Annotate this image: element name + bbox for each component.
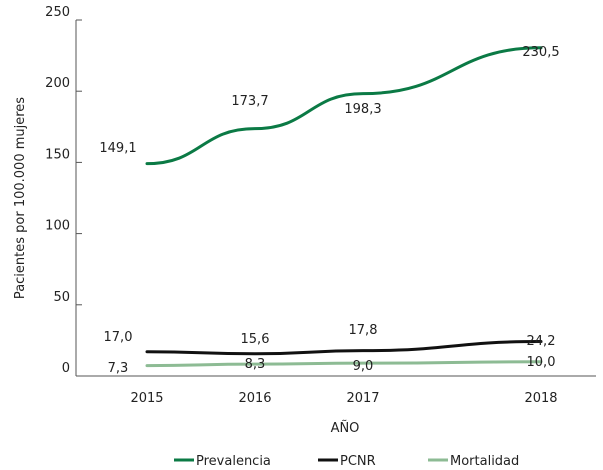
y-tick-label: 150 <box>45 147 70 162</box>
data-label-mortalidad: 9,0 <box>353 359 374 374</box>
x-tick-label: 2018 <box>524 391 557 406</box>
x-tick-label: 2015 <box>130 391 163 406</box>
y-tick-label: 100 <box>45 219 70 234</box>
data-label-mortalidad: 10,0 <box>527 355 556 370</box>
data-label-prevalencia: 198,3 <box>344 102 381 117</box>
series-line-mortalidad <box>145 360 543 368</box>
data-label-mortalidad: 7,3 <box>108 361 129 376</box>
y-tick-label: 0 <box>62 361 70 376</box>
legend-label-pcnr: PCNR <box>340 454 376 469</box>
legend-label-mortalidad: Mortalidad <box>450 454 519 469</box>
data-label-prevalencia: 173,7 <box>231 94 268 109</box>
y-tick-label: 200 <box>45 76 70 91</box>
y-axis-title: Pacientes por 100.000 mujeres <box>13 97 28 299</box>
x-tick-label: 2016 <box>238 391 271 406</box>
y-tick-label: 250 <box>45 5 70 20</box>
data-label-prevalencia: 230,5 <box>522 45 559 60</box>
series-line-pcnr <box>145 340 543 356</box>
data-label-pcnr: 24,2 <box>527 334 556 349</box>
data-label-mortalidad: 8,3 <box>245 357 266 372</box>
series-line-prevalencia <box>145 46 543 166</box>
data-label-pcnr: 15,6 <box>241 332 270 347</box>
data-label-pcnr: 17,0 <box>104 330 133 345</box>
y-tick-label: 50 <box>53 290 70 305</box>
data-label-pcnr: 17,8 <box>349 323 378 338</box>
legend-label-prevalencia: Prevalencia <box>196 454 271 469</box>
x-tick-label: 2017 <box>346 391 379 406</box>
data-label-prevalencia: 149,1 <box>99 141 136 156</box>
x-axis-title: AÑO <box>331 420 360 436</box>
